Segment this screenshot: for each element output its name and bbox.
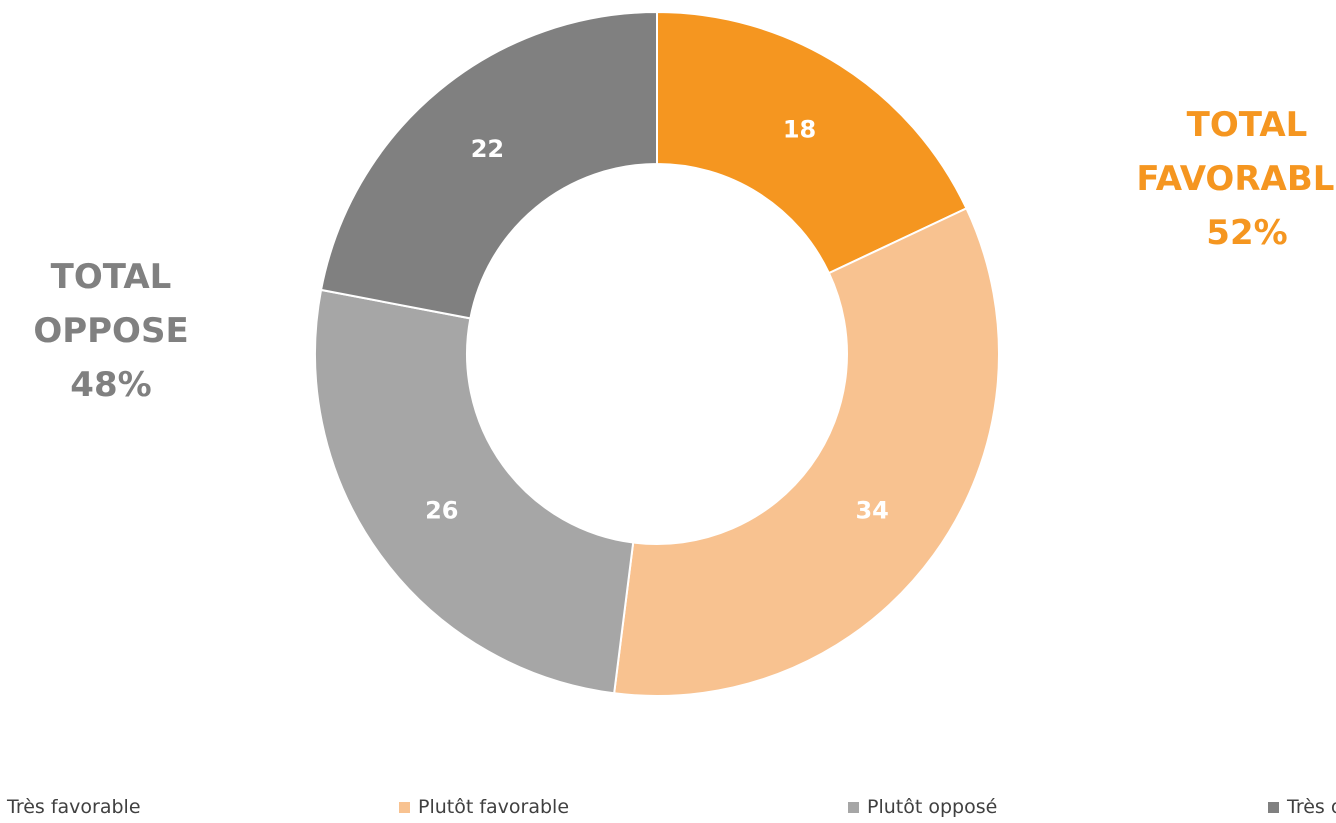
total-favorable-line1: TOTAL xyxy=(1186,105,1308,145)
donut-data-labels: 18 34 26 22 xyxy=(425,115,889,524)
legend-item-plutot-oppose: Plutôt opposé xyxy=(848,796,997,818)
donut-slice-1 xyxy=(613,207,1000,697)
total-favorable-annotation: TOTAL FAVORABLE 52% xyxy=(1107,98,1336,260)
legend-item-tres-favorable: Très favorable xyxy=(0,796,141,818)
data-label-3: 22 xyxy=(471,135,504,163)
legend-swatch xyxy=(1268,801,1279,813)
total-opposed-line2: OPPOSE xyxy=(33,311,189,351)
donut-slice-3 xyxy=(319,10,658,320)
legend-label: Plutôt opposé xyxy=(867,796,998,818)
donut-slice-0 xyxy=(656,10,968,275)
legend-label: Très favorable xyxy=(7,796,141,818)
legend-label: Plutôt favorable xyxy=(418,796,570,818)
donut-slice-2 xyxy=(314,288,635,695)
legend-swatch xyxy=(399,801,410,813)
total-opposed-annotation: TOTAL OPPOSE 48% xyxy=(0,250,222,412)
total-favorable-line2: FAVORABLE xyxy=(1136,159,1336,199)
legend-swatch xyxy=(848,801,859,813)
total-opposed-value: 48% xyxy=(70,365,152,405)
data-label-1: 34 xyxy=(855,496,888,524)
legend-item-tres-oppose: Très opposé xyxy=(1268,796,1336,818)
total-opposed-line1: TOTAL xyxy=(50,257,172,297)
legend-label: Très opposé xyxy=(1287,796,1336,818)
legend-item-plutot-favorable: Plutôt favorable xyxy=(399,796,569,818)
total-favorable-value: 52% xyxy=(1206,213,1288,253)
donut-slices xyxy=(314,10,1000,697)
data-label-2: 26 xyxy=(425,496,458,524)
data-label-0: 18 xyxy=(783,115,816,143)
chart-legend: Très favorable Plutôt favorable Plutôt o… xyxy=(0,796,1336,823)
